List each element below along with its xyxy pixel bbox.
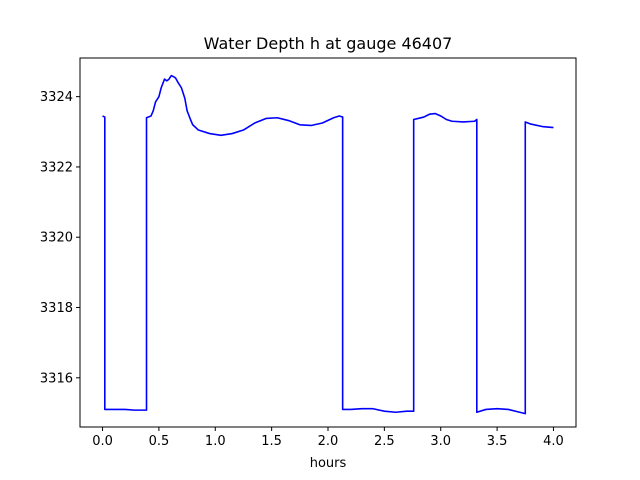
x-tick-label: 0.5 [149,434,170,449]
x-tick-label: 4.0 [543,434,564,449]
y-axis-ticks: 3316 3318 3320 3322 3324 [40,90,80,386]
plot-area [102,74,554,415]
y-tick-label: 3320 [40,231,73,246]
y-tick-label: 3318 [40,301,73,316]
x-tick-label: 2.5 [374,434,395,449]
chart-title: Water Depth h at gauge 46407 [204,34,453,53]
x-tick-label: 1.5 [261,434,282,449]
series-line-0 [102,74,554,415]
y-tick-label: 3322 [40,160,73,175]
x-tick-label: 1.0 [205,434,226,449]
x-tick-label: 0.0 [92,434,113,449]
y-tick-label: 3324 [40,90,73,105]
x-tick-label: 3.5 [487,434,508,449]
x-axis-ticks: 0.0 0.5 1.0 1.5 2.0 2.5 3.0 3.5 4.0 [92,427,564,449]
x-axis-label: hours [310,456,347,471]
x-tick-label: 2.0 [318,434,339,449]
y-tick-label: 3316 [40,371,73,386]
x-tick-label: 3.0 [430,434,451,449]
